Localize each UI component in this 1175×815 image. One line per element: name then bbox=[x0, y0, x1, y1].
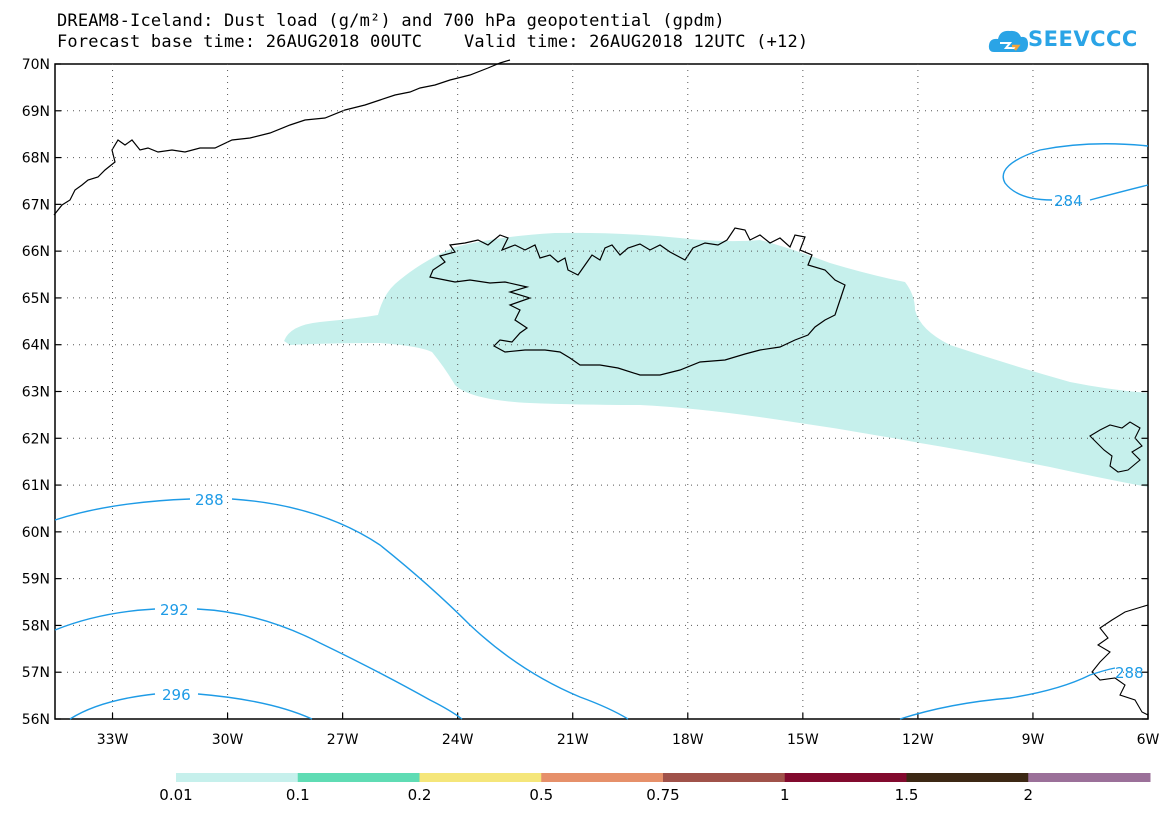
lat-label: 60N bbox=[22, 525, 50, 541]
colorbar-label: 1.5 bbox=[895, 786, 919, 804]
lat-label: 65N bbox=[22, 291, 50, 307]
lat-label: 63N bbox=[22, 385, 50, 401]
lat-label: 62N bbox=[22, 431, 50, 447]
lon-label: 18W bbox=[672, 732, 704, 748]
contour-label: 288 bbox=[195, 491, 224, 509]
lat-label: 61N bbox=[22, 478, 50, 494]
lon-label: 15W bbox=[787, 732, 819, 748]
colorbar-label: 0.75 bbox=[646, 786, 679, 804]
colorbar-label: 1 bbox=[780, 786, 790, 804]
contour-label: 292 bbox=[160, 601, 189, 619]
lat-label: 64N bbox=[22, 338, 50, 354]
map-title: DREAM8-Iceland: Dust load (g/m²) and 700… bbox=[57, 11, 725, 31]
colorbar-swatch bbox=[419, 773, 542, 782]
longitude-labels: 33W 30W 27W 24W 21W 18W 15W 12W 9W 6W bbox=[97, 732, 1160, 748]
scotland-coastline bbox=[1091, 604, 1149, 716]
colorbar-label: 0.2 bbox=[408, 786, 432, 804]
seevccc-logo-icon bbox=[988, 30, 1028, 52]
colorbar-swatch bbox=[297, 773, 420, 782]
lon-label: 33W bbox=[97, 732, 129, 748]
colorbar-label: 0.01 bbox=[159, 786, 192, 804]
colorbar-swatch bbox=[663, 773, 786, 782]
colorbar-swatch bbox=[784, 773, 907, 782]
lat-label: 57N bbox=[22, 665, 50, 681]
contour-288-west bbox=[54, 498, 629, 720]
lon-label: 12W bbox=[902, 732, 934, 748]
graticule bbox=[55, 63, 1149, 720]
contour-label: 296 bbox=[162, 686, 191, 704]
geopotential-contours bbox=[54, 143, 1149, 720]
faroe-coastline bbox=[1089, 421, 1143, 473]
lat-label: 59N bbox=[22, 572, 50, 588]
contour-label: 288 bbox=[1115, 664, 1144, 682]
colorbar-swatch bbox=[176, 773, 299, 782]
greenland-coastline bbox=[53, 59, 511, 216]
colorbar: 0.01 0.1 0.2 0.5 0.75 1 1.5 2 bbox=[159, 773, 1151, 804]
lat-label: 70N bbox=[22, 57, 50, 73]
contour-292 bbox=[54, 608, 463, 720]
lon-label: 30W bbox=[212, 732, 244, 748]
lon-label: 24W bbox=[442, 732, 474, 748]
colorbar-swatch bbox=[541, 773, 664, 782]
contour-296 bbox=[69, 693, 313, 720]
lat-label: 67N bbox=[22, 197, 50, 213]
lat-label: 69N bbox=[22, 104, 50, 120]
contour-288-east bbox=[899, 667, 1116, 720]
latitude-labels: 70N 69N 68N 67N 66N 65N 64N 63N 62N 61N 60N 59N 58N 5… bbox=[22, 57, 50, 728]
iceland-coastline bbox=[429, 227, 846, 376]
colorbar-label: 2 bbox=[1023, 786, 1033, 804]
logo-text: SEEVCCC bbox=[1028, 27, 1138, 51]
lat-label: 68N bbox=[22, 151, 50, 167]
colorbar-swatch bbox=[906, 773, 1029, 782]
colorbar-swatch bbox=[1028, 773, 1151, 782]
map-subtitle: Forecast base time: 26AUG2018 00UTC Vali… bbox=[57, 32, 809, 52]
lon-label: 27W bbox=[327, 732, 359, 748]
lat-label: 66N bbox=[22, 244, 50, 260]
lon-label: 21W bbox=[557, 732, 589, 748]
colorbar-label: 0.1 bbox=[286, 786, 310, 804]
contour-label: 284 bbox=[1054, 192, 1083, 210]
lon-label: 6W bbox=[1137, 732, 1160, 748]
lat-label: 56N bbox=[22, 712, 50, 728]
lon-label: 9W bbox=[1022, 732, 1045, 748]
dust-load-area bbox=[284, 232, 1148, 487]
contour-284 bbox=[1002, 143, 1149, 201]
lat-label: 58N bbox=[22, 618, 50, 634]
colorbar-label: 0.5 bbox=[529, 786, 553, 804]
